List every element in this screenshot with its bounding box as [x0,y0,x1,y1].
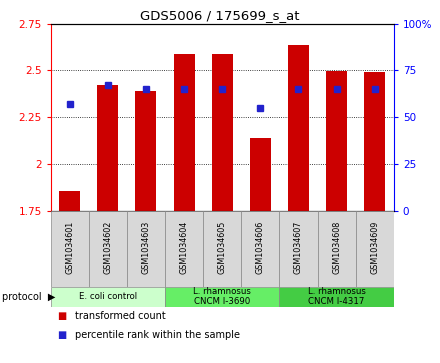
Text: protocol  ▶: protocol ▶ [2,292,55,302]
Text: GDS5006 / 175699_s_at: GDS5006 / 175699_s_at [140,9,300,22]
Bar [279,211,318,287]
Bar [59,191,80,211]
Text: GSM1034608: GSM1034608 [332,220,341,274]
Text: L. rhamnosus
CNCM I-3690: L. rhamnosus CNCM I-3690 [193,287,251,306]
Bar [203,211,241,287]
Bar [89,211,127,287]
Bar [279,287,394,307]
Bar [136,91,157,211]
Text: GSM1034606: GSM1034606 [256,220,265,274]
Bar [364,72,385,211]
Bar [51,287,165,307]
Text: GSM1034603: GSM1034603 [141,220,150,274]
Text: transformed count: transformed count [75,311,165,321]
Text: GSM1034607: GSM1034607 [294,220,303,274]
Bar [356,211,394,287]
Bar [165,211,203,287]
Bar [326,71,347,211]
Bar [165,287,279,307]
Bar [288,45,309,211]
Bar [318,211,356,287]
Text: GSM1034609: GSM1034609 [370,220,379,274]
Text: GSM1034604: GSM1034604 [180,220,189,274]
Bar [174,54,194,211]
Bar [241,211,279,287]
Bar [212,53,233,211]
Text: E. coli control: E. coli control [79,292,137,301]
Text: ■: ■ [57,330,66,340]
Bar [127,211,165,287]
Text: GSM1034602: GSM1034602 [103,220,112,274]
Bar [97,85,118,211]
Bar [51,211,89,287]
Text: GSM1034605: GSM1034605 [218,220,227,274]
Text: GSM1034601: GSM1034601 [65,220,74,274]
Text: L. rhamnosus
CNCM I-4317: L. rhamnosus CNCM I-4317 [308,287,366,306]
Text: ■: ■ [57,311,66,321]
Text: percentile rank within the sample: percentile rank within the sample [75,330,240,340]
Bar [250,138,271,211]
